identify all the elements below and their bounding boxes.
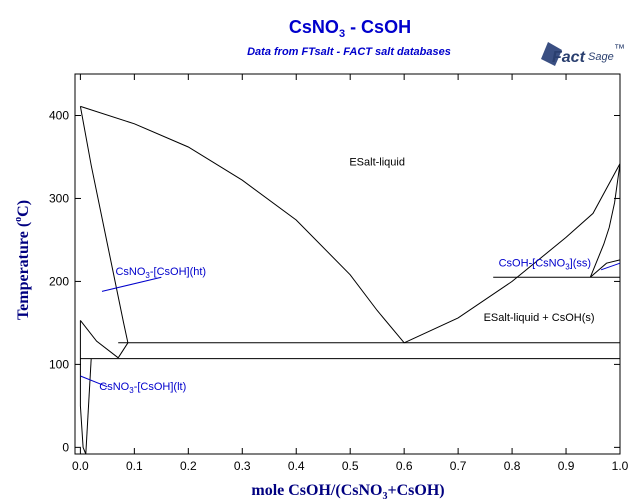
logo-text-rest: Sage [588,51,614,63]
region-label: ESalt-liquid + CsOH(s) [484,312,595,324]
title-sub: 3 [339,28,345,40]
y-tick-label: 400 [49,108,69,122]
x-axis-title: mole CsOH/(CsNO3+CsOH) [251,482,444,502]
region-label: ESalt-liquid [349,156,405,168]
phase-boundary-line [79,320,87,455]
x-tick-label: 1.0 [612,459,629,473]
phase-label-sub: 3 [565,262,570,271]
phase-label-part: CsOH-[CsNO [499,257,566,269]
x-tick-label: 0.0 [72,459,89,473]
factsage-logo: Fact Sage ™ [541,42,625,66]
phase-boundary-line [403,163,621,344]
label-leader-line [101,276,162,292]
phase-label: CsNO3-[CsOH](ht) [115,266,206,280]
logo-emblem-icon [541,42,562,66]
phase-label-part: -[CsOH](ht) [150,266,206,278]
phase-boundary-line [589,163,621,278]
phase-boundary-line [589,259,621,278]
phase-label-part: CsNO [99,381,129,393]
y-tick-label: 0 [62,440,69,454]
chart-subtitle: Data from FTsalt - FACT salt databases [247,46,451,58]
ylabel-sup: o [13,217,24,222]
xlabel-sub: 3 [382,491,387,502]
phase-label: CsNO3-[CsOH](lt) [99,381,186,395]
x-tick-label: 0.6 [396,459,413,473]
phase-boundaries [79,105,621,455]
phase-boundary-line [80,105,405,344]
phase-boundary-line [85,358,92,455]
title-rest: - CsOH [345,17,411,37]
x-tick-label: 0.5 [342,459,359,473]
phase-boundary-line [80,320,119,359]
xlabel-a: mole CsOH/(CsNO [251,482,382,499]
x-tick-label: 0.7 [450,459,467,473]
xlabel-b: +CsOH) [387,482,444,499]
label-leader-line [80,375,108,388]
x-tick-label: 0.9 [558,459,575,473]
phase-label-part: ](ss) [570,257,591,269]
label-leader-line [600,262,621,271]
phase-label-sub: 3 [145,271,150,280]
phase-boundary-line [79,106,129,343]
y-tick-label: 100 [49,357,69,371]
logo-text-main: Fact [552,49,586,66]
x-tick-label: 0.4 [288,459,305,473]
logo-trademark: ™ [614,43,625,55]
chart-title: CsNO3 - CsOH [289,17,411,40]
y-tick-label: 200 [49,274,69,288]
y-axis-title: Temperature (oC) [13,200,32,320]
ylabel-a: Temperature ( [15,222,32,320]
phase-label-sub: 3 [129,386,134,395]
x-tick-label: 0.1 [126,459,143,473]
axis-ticks: 0.0 0.1 0.2 0.3 0.4 0.5 0.6 0.7 0.8 0.9 1.0 0 100 200… [49,74,629,473]
y-tick-label: 300 [49,191,69,205]
phase-boundary-line [117,342,129,359]
phase-label-part: CsNO [115,266,145,278]
x-tick-label: 0.8 [504,459,521,473]
ylabel-b: C) [15,200,32,217]
x-tick-label: 0.3 [234,459,251,473]
x-tick-label: 0.2 [180,459,197,473]
phase-label-part: -[CsOH](lt) [134,381,187,393]
phase-label: CsOH-[CsNO3](ss) [499,257,591,271]
title-main: CsNO [289,17,339,37]
